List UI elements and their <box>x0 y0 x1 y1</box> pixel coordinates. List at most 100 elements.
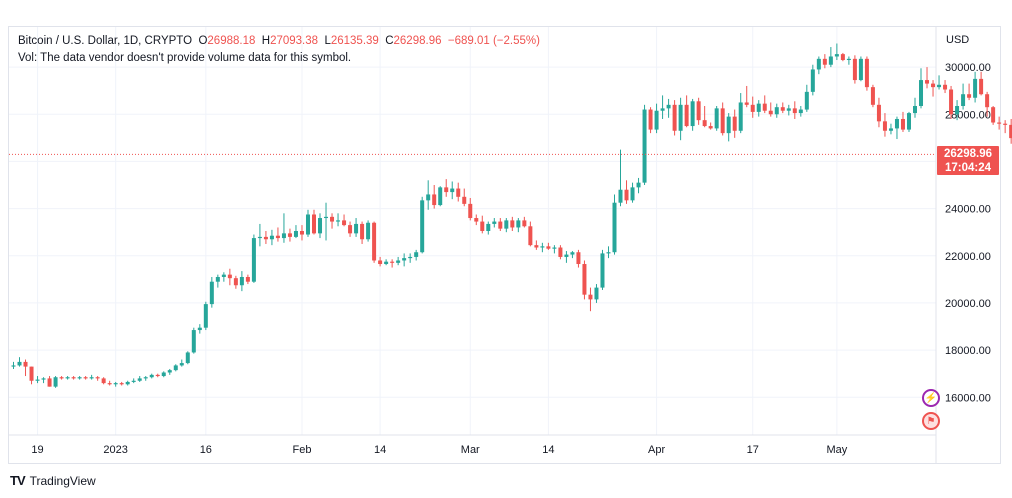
candle-body-down <box>47 378 52 387</box>
candle-body-up <box>858 58 863 81</box>
y-tick-label: 24000.00 <box>945 204 991 216</box>
candle-body-down <box>702 120 707 127</box>
candle-body-up <box>894 118 899 129</box>
candle-body-up <box>281 233 286 239</box>
candle-body-down <box>474 218 479 222</box>
candle-body-up <box>336 220 341 222</box>
candle-body-down <box>672 104 677 131</box>
legend-open-label: O <box>198 35 208 47</box>
candle-body-up <box>179 363 184 366</box>
tradingview-branding[interactable]: TV TradingView <box>10 473 96 488</box>
candle-body-down <box>444 187 449 193</box>
candle-body-up <box>137 378 142 381</box>
candle-body-down <box>312 214 316 234</box>
candle-body-down <box>245 276 250 282</box>
x-tick-label: 14 <box>374 444 386 456</box>
x-tick-label: May <box>826 444 847 456</box>
candle-body-down <box>708 126 713 129</box>
candle-body-up <box>828 56 833 65</box>
candle-body-down <box>744 102 749 105</box>
tradingview-logo: TV <box>10 473 26 488</box>
candle-body-down <box>59 377 64 379</box>
candle-body-up <box>17 361 22 366</box>
candle-body-up <box>191 330 196 353</box>
candle-body-up <box>161 372 166 377</box>
candle-body-down <box>876 104 881 122</box>
candle-body-down <box>967 94 972 98</box>
candle-body-down <box>997 122 1002 124</box>
candle-body-up <box>269 235 274 240</box>
legend-low: 26135.39 <box>330 35 379 47</box>
candle-body-down <box>870 87 875 105</box>
price-axis-currency[interactable]: USD <box>946 34 970 46</box>
candle-body-down <box>456 188 461 197</box>
candle-body-up <box>354 223 359 234</box>
candle-body-down <box>792 108 797 114</box>
candle-body-up <box>77 377 82 379</box>
candle-body-down <box>991 107 996 123</box>
candle-body-up <box>131 380 136 382</box>
candle-body-up <box>414 252 419 257</box>
candle-body-up <box>185 352 190 364</box>
flag-icon[interactable]: ⚑ <box>922 412 940 430</box>
candle-body-down <box>720 108 725 134</box>
candle-body-down <box>462 196 467 204</box>
candle-body-down <box>780 107 785 111</box>
lightning-bolt-icon[interactable]: ⚡ <box>922 389 940 407</box>
candle-body-up <box>384 261 389 265</box>
candle-body-down <box>528 226 533 246</box>
x-tick-label: 19 <box>31 444 43 456</box>
candle-body-down <box>510 220 515 228</box>
candle-body-up <box>251 238 256 282</box>
candle-body-down <box>648 109 653 130</box>
x-tick-label: 2023 <box>103 444 127 456</box>
candle-body-up <box>305 214 310 235</box>
candle-body-up <box>408 256 413 259</box>
candle-body-down <box>840 54 845 61</box>
legend-volume-note: Vol: The data vendor doesn't provide vol… <box>18 52 352 64</box>
candle-body-up <box>239 276 244 286</box>
candle-body-down <box>95 377 100 379</box>
candle-body-up <box>636 182 641 188</box>
candle-body-up <box>919 80 924 107</box>
candle-body-up <box>203 304 208 328</box>
candle-body-down <box>71 377 76 379</box>
candle-body-down <box>299 231 304 235</box>
candle-body-up <box>937 84 942 88</box>
legend-ohlc: Bitcoin / U.S. Dollar, 1D, CRYPTO O26988… <box>18 35 540 47</box>
candle-body-up <box>143 377 148 379</box>
candle-body-up <box>113 383 118 385</box>
candle-body-down <box>762 103 767 111</box>
candle-body-up <box>816 58 821 70</box>
candle-body-down <box>588 294 593 300</box>
candle-body-up <box>257 236 262 239</box>
candle-body-up <box>666 104 671 109</box>
candle-body-down <box>696 101 701 121</box>
candle-body-down <box>558 247 563 257</box>
candle-body-up <box>846 58 851 61</box>
candle-body-down <box>360 223 365 240</box>
x-tick-label: 14 <box>542 444 554 456</box>
candle-body-down <box>390 261 395 263</box>
candle-body-down <box>925 80 930 84</box>
candle-body-down <box>852 58 857 81</box>
candle-body-up <box>726 116 731 134</box>
candle-body-down <box>732 116 737 131</box>
chart-frame <box>8 26 1001 464</box>
legend-change: −689.01 (−2.55%) <box>447 35 540 47</box>
candle-body-down <box>1009 124 1012 139</box>
candle-body-up <box>961 94 966 107</box>
candle-body-up <box>89 377 94 379</box>
y-tick-label: 18000.00 <box>945 345 991 357</box>
candle-body-up <box>53 377 58 387</box>
candle-body-up <box>173 365 178 371</box>
candle-body-down <box>864 58 869 88</box>
y-tick-label: 20000.00 <box>945 298 991 310</box>
candle-body-down <box>348 225 353 234</box>
candle-body-down <box>534 245 539 248</box>
candle-body-down <box>684 104 689 127</box>
candle-body-up <box>197 327 202 331</box>
candle-body-up <box>504 220 509 229</box>
candle-body-down <box>342 220 347 226</box>
